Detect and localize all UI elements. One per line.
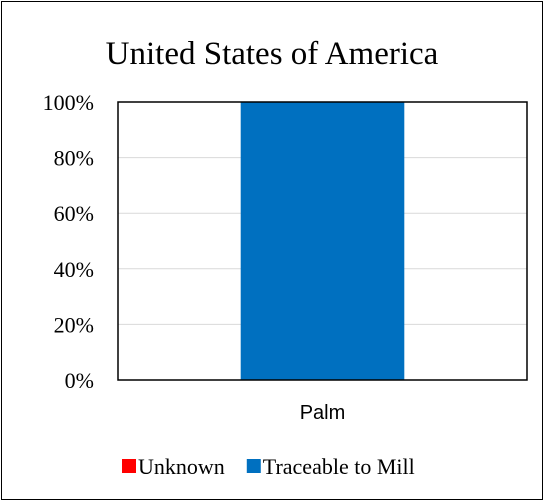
legend-swatch: [246, 459, 261, 473]
bar-traceable-to-mill: [240, 102, 405, 380]
bars: [240, 102, 405, 380]
y-tick-label: 60%: [54, 201, 94, 226]
x-tick-labels: Palm: [300, 402, 346, 424]
y-tick-label: 20%: [54, 312, 94, 337]
legend-label: Unknown: [138, 454, 225, 479]
legend: Unknown Traceable to Mill: [122, 454, 415, 479]
y-tick-label: 80%: [54, 146, 94, 171]
y-tick-label: 100%: [43, 90, 94, 115]
y-tick-labels: 0% 20% 40% 60% 80% 100%: [43, 90, 94, 393]
plot-border: [117, 101, 528, 381]
y-tick-label: 40%: [54, 257, 94, 282]
x-tick-label: Palm: [300, 402, 346, 424]
legend-swatch: [122, 459, 136, 473]
legend-label: Traceable to Mill: [263, 454, 415, 479]
chart-title: United States of America: [106, 36, 439, 72]
y-tick-label: 0%: [65, 368, 94, 393]
